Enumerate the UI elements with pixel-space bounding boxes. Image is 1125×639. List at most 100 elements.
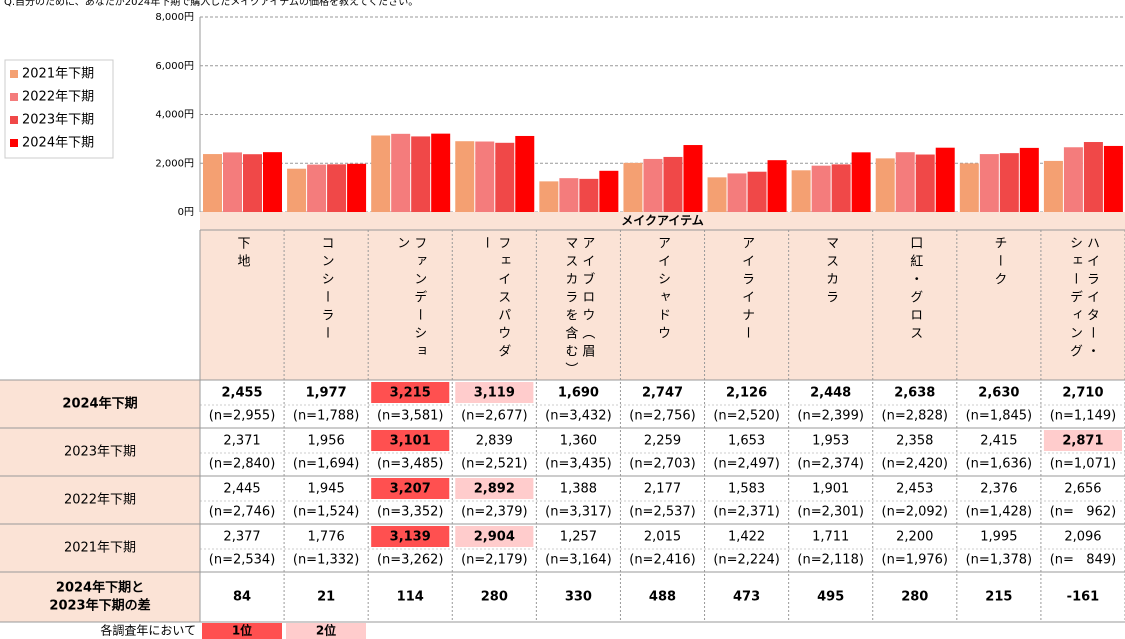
value-cell: 2,904 — [474, 530, 515, 545]
category-cell: アイライナー — [739, 236, 755, 344]
bar — [875, 158, 895, 212]
bar — [851, 152, 871, 212]
bar — [371, 135, 391, 212]
value-cell: 1,653 — [728, 434, 765, 449]
category-cell: 口紅・グロス — [907, 236, 922, 344]
sample-size: (n=3,435) — [545, 457, 612, 472]
sample-size: (n=1,788) — [293, 409, 360, 424]
value-cell: 3,139 — [390, 530, 431, 545]
value-cell: 1,956 — [308, 434, 345, 449]
legend-swatch — [10, 70, 18, 78]
sample-size: (n=2,955) — [209, 409, 276, 424]
value-cell: 2,015 — [644, 530, 681, 545]
bar — [663, 156, 683, 212]
value-cell: 1,953 — [812, 434, 849, 449]
bar — [1043, 160, 1063, 212]
value-cell: 1,360 — [560, 434, 597, 449]
value-cell: 2,200 — [896, 530, 933, 545]
row-label: 2024年下期 — [62, 396, 137, 412]
sample-size: (n=2,092) — [882, 505, 949, 520]
category-label: チーク — [991, 236, 1007, 290]
rank-highlight — [455, 526, 534, 547]
value-cell: 2,710 — [1062, 386, 1103, 401]
difference-cell: 330 — [565, 590, 592, 605]
bar — [223, 152, 242, 212]
category-label: マスカラ — [823, 236, 839, 308]
footnote: 各調査年において — [100, 623, 196, 638]
category-label: 下地 — [234, 236, 250, 272]
category-label: ファンデーション — [394, 236, 427, 362]
sample-size: (n=3,164) — [545, 553, 612, 568]
bar — [707, 177, 727, 212]
legend-box — [4, 59, 114, 159]
sample-size: (n=2,537) — [629, 505, 696, 520]
bar — [263, 152, 282, 212]
sample-size: (n=3,352) — [377, 505, 444, 520]
sample-size: (n=2,399) — [797, 409, 864, 424]
sample-size: (n=1,149) — [1050, 409, 1117, 424]
sample-size: (n=2,840) — [209, 457, 276, 472]
category-label: アイライナー — [739, 236, 755, 344]
sample-size: (n=1,378) — [966, 553, 1033, 568]
value-cell: 2,377 — [223, 530, 260, 545]
category-label: アイブロウ（眉マスカラを含む） — [562, 236, 595, 380]
value-cell: 3,215 — [390, 386, 431, 401]
value-cell: 2,445 — [223, 482, 260, 497]
bar — [327, 164, 347, 212]
bar — [515, 135, 535, 212]
bar — [767, 160, 787, 212]
bar — [307, 164, 327, 212]
sample-size: (n=2,520) — [713, 409, 780, 424]
difference-cell: 215 — [985, 590, 1012, 605]
row-label-bg — [0, 380, 200, 622]
legend-label: 2024年下期 — [22, 136, 94, 151]
bar — [539, 181, 559, 212]
sample-size: (n= 962) — [1050, 505, 1117, 520]
value-cell: 1,945 — [308, 482, 345, 497]
rank-label: 2位 — [316, 623, 336, 638]
bar — [495, 142, 515, 212]
legend-swatch — [10, 116, 18, 124]
value-cell: 1,711 — [812, 530, 849, 545]
value-cell: 2,415 — [980, 434, 1017, 449]
value-cell: 1,977 — [306, 386, 347, 401]
value-cell: 2,747 — [642, 386, 683, 401]
difference-cell: -161 — [1067, 590, 1100, 605]
bar — [1063, 147, 1083, 212]
sample-size: (n=2,379) — [461, 505, 528, 520]
value-cell: 2,096 — [1064, 530, 1101, 545]
bar — [831, 164, 851, 212]
rank-highlight — [371, 430, 450, 451]
value-cell: 1,690 — [558, 386, 599, 401]
rank-key — [202, 623, 282, 639]
x-axis-title: メイクアイテム — [621, 214, 704, 228]
bar — [1019, 147, 1039, 212]
difference-cell: 84 — [233, 590, 251, 605]
value-cell: 3,119 — [474, 386, 515, 401]
y-tick-label: 0円 — [178, 207, 194, 218]
sample-size: (n=2,420) — [882, 457, 949, 472]
value-cell: 1,422 — [728, 530, 765, 545]
sample-size: (n=2,828) — [882, 409, 949, 424]
difference-cell: 473 — [733, 590, 760, 605]
rank-highlight — [371, 478, 450, 499]
bar — [915, 154, 935, 212]
category-cell: フェイスパウダー — [478, 236, 510, 362]
category-cell: アイブロウ（眉マスカラを含む） — [562, 236, 595, 380]
sample-size: (n=1,636) — [966, 457, 1033, 472]
y-tick-label: 8,000円 — [155, 12, 194, 23]
category-cell: チーク — [991, 236, 1007, 290]
y-tick-label: 4,000円 — [155, 110, 194, 121]
category-cell: アイシャドウ — [655, 236, 670, 344]
sample-size: (n=3,432) — [545, 409, 612, 424]
value-cell: 2,358 — [896, 434, 933, 449]
sample-size: (n=1,332) — [293, 553, 360, 568]
bar — [347, 163, 367, 212]
sample-size: (n=2,224) — [713, 553, 780, 568]
row-label: 2021年下期 — [64, 541, 136, 556]
rank-highlight — [371, 382, 450, 403]
sample-size: (n=3,317) — [545, 505, 612, 520]
bar — [287, 168, 307, 212]
sample-size: (n=1,428) — [966, 505, 1033, 520]
